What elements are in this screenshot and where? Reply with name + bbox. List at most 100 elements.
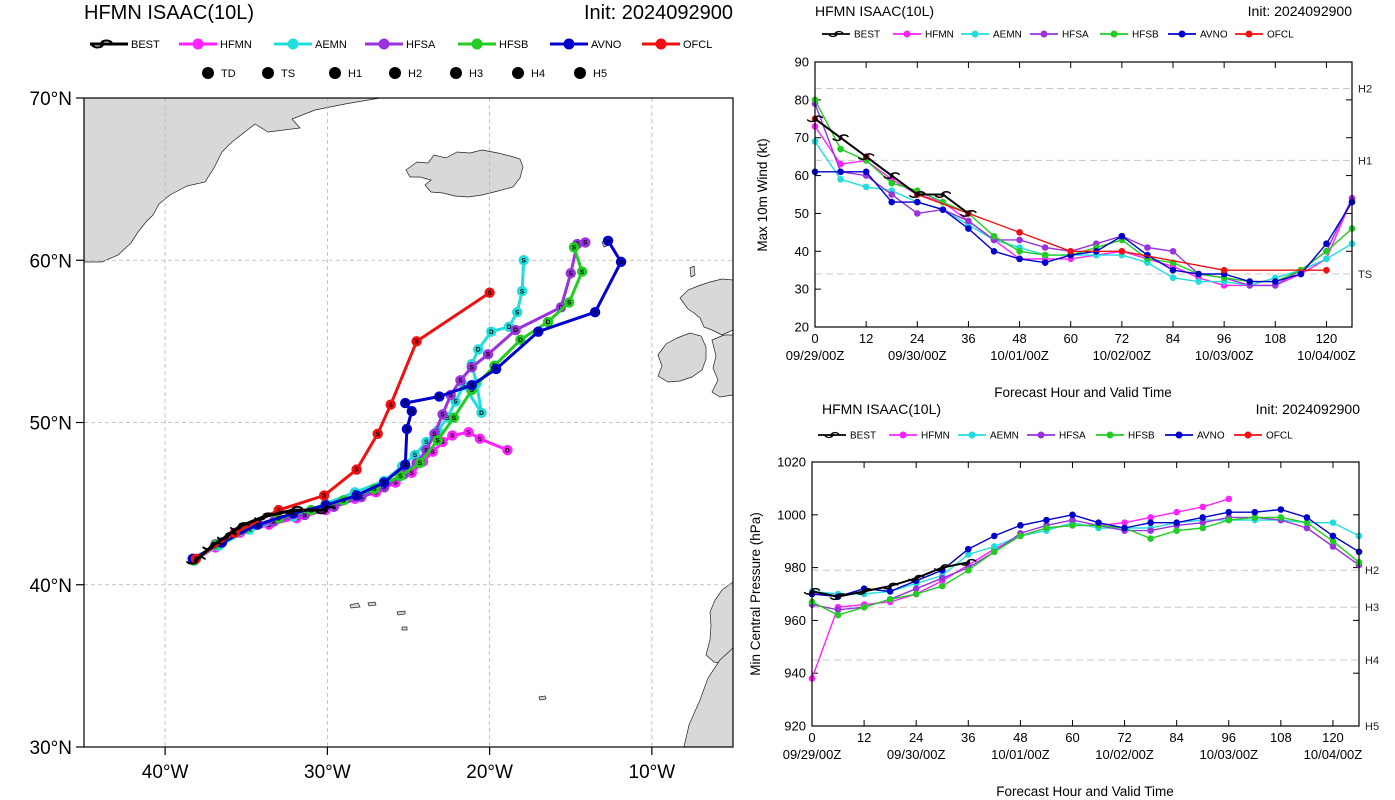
wind-plot-frame — [814, 61, 1353, 328]
map-point-hfsa: S — [466, 362, 477, 373]
map-point-hfmn: S — [447, 430, 458, 441]
map-best-point-arm-b — [216, 536, 228, 541]
map-point-avno-symbol: S — [606, 238, 611, 245]
wind-point-avno — [1016, 255, 1023, 263]
map-forecast-tracks: 111SSSSSSSSSSSSSDSSSSSSSSSSSSSSDSDDDDSSS… — [186, 235, 627, 566]
intensity-legend-marker-h4: 4 — [512, 67, 524, 79]
map-point-ofcl-disc — [351, 464, 362, 475]
intensity-legend-label-td: TD — [221, 68, 236, 80]
intensity-legend-item-h3: 3 H3 — [450, 67, 483, 80]
map-lat-label: 30°N — [30, 738, 72, 759]
map-point-hfsb-disc — [414, 457, 426, 469]
wind-legend-item-ofcl: OFCL — [1235, 30, 1294, 41]
map-legend-item-hfsa: HFSA — [365, 38, 436, 51]
intensity-legend-marker-h1-disc — [329, 67, 341, 79]
wind-title: HFMN ISAAC(10L) — [815, 3, 934, 19]
pressure-point-hfmn — [1199, 503, 1207, 511]
intensity-legend-item-h4: 4 H4 — [512, 67, 545, 80]
pressure-point-hfsb — [964, 566, 972, 574]
map-point-hfsb-symbol: S — [372, 486, 377, 493]
pressure-point-hfsb — [1043, 524, 1050, 532]
wind-date-label: 10/03/00Z — [1195, 348, 1254, 363]
map-lon-label: 10°W — [629, 762, 676, 783]
intensity-legend-marker-h3: 3 — [450, 67, 462, 79]
intensity-legend-marker-ts-symbol: S — [265, 69, 270, 78]
pressure-legend-item-best: BEST — [818, 431, 876, 442]
intensity-legend-marker-h2-disc — [389, 67, 401, 79]
wind-legend-dot-ofcl — [1245, 30, 1253, 38]
map-legend-dot-hfsb — [471, 38, 483, 50]
wind-x-axis-title: Forecast Hour and Valid Time — [994, 385, 1172, 400]
map-point-avno-symbol: S — [470, 382, 475, 389]
pressure-title: HFMN ISAAC(10L) — [822, 401, 941, 417]
wind-legend-dot-aemn — [971, 30, 979, 38]
pressure-best-point-arm-b — [934, 568, 943, 572]
map-legend-best-hurricane-icon-core — [99, 41, 105, 47]
map-point-hfsb-symbol: S — [452, 415, 457, 422]
greenland-land — [84, 98, 381, 263]
map-point-hfmn-symbol: S — [431, 449, 436, 456]
map-point-aemn-disc — [409, 449, 421, 461]
map-point-avno-symbol: S — [354, 493, 359, 500]
map-point-hfsa: S — [437, 409, 448, 420]
map-best-point — [216, 531, 237, 541]
pressure-legend-label-aemn: AEMN — [990, 431, 1019, 442]
intensity-legend-marker-h1-symbol: 1 — [333, 69, 337, 78]
wind-y-label: 40 — [795, 244, 809, 259]
pressure-legend-item-hfsa: HFSA — [1027, 431, 1086, 442]
wind-point-avno — [1041, 259, 1049, 266]
map-legend-dot-aemn — [287, 38, 299, 50]
map-point-avno: S — [406, 405, 417, 417]
wind-legend-label-ofcl: OFCL — [1267, 30, 1294, 41]
wind-best-point-core — [966, 211, 971, 216]
pressure-point-hfsb — [834, 611, 842, 619]
pressure-point-avno — [991, 532, 998, 540]
wind-point-hfsb — [837, 145, 844, 153]
pressure-point-hfsb — [1069, 522, 1076, 529]
wind-point-hfsa — [965, 217, 972, 225]
wind-y-label: 80 — [795, 92, 809, 107]
wind-best-point-arm-a — [839, 134, 849, 138]
pressure-x-label: 24 — [909, 730, 923, 745]
pressure-best-point-arm-a — [915, 574, 925, 578]
wind-legend-label-aemn: AEMN — [993, 30, 1022, 41]
wind-point-aemn — [1195, 278, 1202, 285]
intensity-legend-marker-h2-symbol: 2 — [393, 69, 397, 78]
wind-point-avno — [1323, 240, 1330, 248]
pressure-best-point-arm-a — [837, 593, 847, 597]
pressure-legend-best-hurricane-icon-core — [830, 433, 834, 437]
intensity-legend-item-h1: 1 H1 — [329, 67, 362, 80]
map-best-point-core — [237, 524, 243, 529]
wind-y-label: 30 — [795, 282, 809, 297]
map-best-point — [202, 541, 223, 550]
wind-point-hfsa — [1144, 244, 1151, 251]
map-point-hfsb-symbol: D — [518, 337, 523, 344]
map-point-aemn: S — [518, 255, 529, 266]
map-point-aemn-symbol: S — [515, 309, 520, 316]
map-legend-item-hfmn: HFMN — [179, 38, 252, 51]
map-legend-best-hurricane-icon-arm-b — [91, 44, 103, 49]
pressure-best-point-arm-b — [803, 591, 813, 595]
intensity-legend-label-h4: H4 — [531, 68, 545, 80]
map-point-hfsa-disc — [437, 409, 448, 420]
wind-point-hfsb — [1323, 247, 1330, 255]
pressure-category-label-h4: H4 — [1365, 655, 1379, 667]
map-point-hfsa-disc — [555, 302, 567, 313]
map-point-hfsa-symbol: S — [272, 519, 277, 526]
pressure-x-label: 0 — [808, 730, 815, 745]
map-point-avno-disc — [466, 379, 477, 391]
map-point-ofcl: S — [484, 287, 495, 298]
wind-legend-best-hurricane-icon-core — [834, 32, 838, 36]
map-point-hfsb-symbol: S — [580, 269, 585, 276]
pressure-series — [803, 495, 1363, 682]
map-point-avno-disc — [401, 423, 413, 435]
map-point-ofcl-symbol: S — [322, 493, 327, 500]
map-intensity-legend: D TD S TS 1 H1 2 H2 3 H3 4 H4 5 H5 — [202, 67, 607, 80]
map-point-hfsb: S — [414, 457, 426, 469]
pressure-point-hfsa — [834, 606, 842, 614]
map-point-hfsa-symbol: S — [432, 431, 437, 438]
pressure-legend-item-aemn: AEMN — [958, 431, 1019, 442]
wind-x-label: 72 — [1115, 331, 1129, 346]
map-point-ofcl-disc — [411, 336, 422, 347]
wind-x-label: 60 — [1063, 331, 1077, 346]
